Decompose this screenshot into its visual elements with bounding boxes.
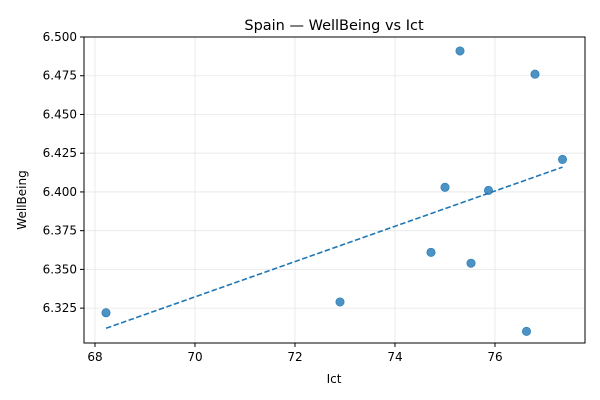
- y-axis-ticks: 6.325 6.350 6.375 6.400 6.425 6.450 6.475 6.500: [43, 30, 84, 315]
- x-tick-label: 72: [287, 350, 302, 364]
- y-tick-label: 6.475: [43, 69, 77, 83]
- data-point: [101, 308, 111, 318]
- y-tick-label: 6.375: [43, 224, 77, 238]
- data-point: [335, 297, 345, 307]
- y-tick-label: 6.400: [43, 185, 77, 199]
- data-point: [455, 46, 465, 56]
- y-tick-label: 6.500: [43, 30, 77, 44]
- x-tick-label: 70: [187, 350, 202, 364]
- data-points: [101, 46, 567, 336]
- y-tick-label: 6.325: [43, 301, 77, 315]
- chart-title: Spain — WellBeing vs Ict: [244, 18, 424, 34]
- y-tick-label: 6.450: [43, 107, 77, 121]
- data-point: [426, 247, 436, 257]
- data-point: [530, 69, 540, 79]
- y-axis-label: WellBeing: [15, 170, 29, 229]
- y-tick-label: 6.425: [43, 146, 77, 160]
- y-tick-label: 6.350: [43, 262, 77, 276]
- x-tick-label: 74: [387, 350, 402, 364]
- x-axis-ticks: 68 70 72 74 76: [87, 343, 503, 364]
- data-point: [440, 182, 450, 192]
- data-point: [557, 154, 567, 164]
- x-axis-label: Ict: [327, 372, 342, 386]
- data-point: [483, 185, 493, 195]
- x-tick-label: 76: [487, 350, 502, 364]
- data-point: [466, 258, 476, 268]
- x-tick-label: 68: [87, 350, 102, 364]
- data-point: [521, 326, 531, 336]
- plot-frame: [83, 36, 586, 344]
